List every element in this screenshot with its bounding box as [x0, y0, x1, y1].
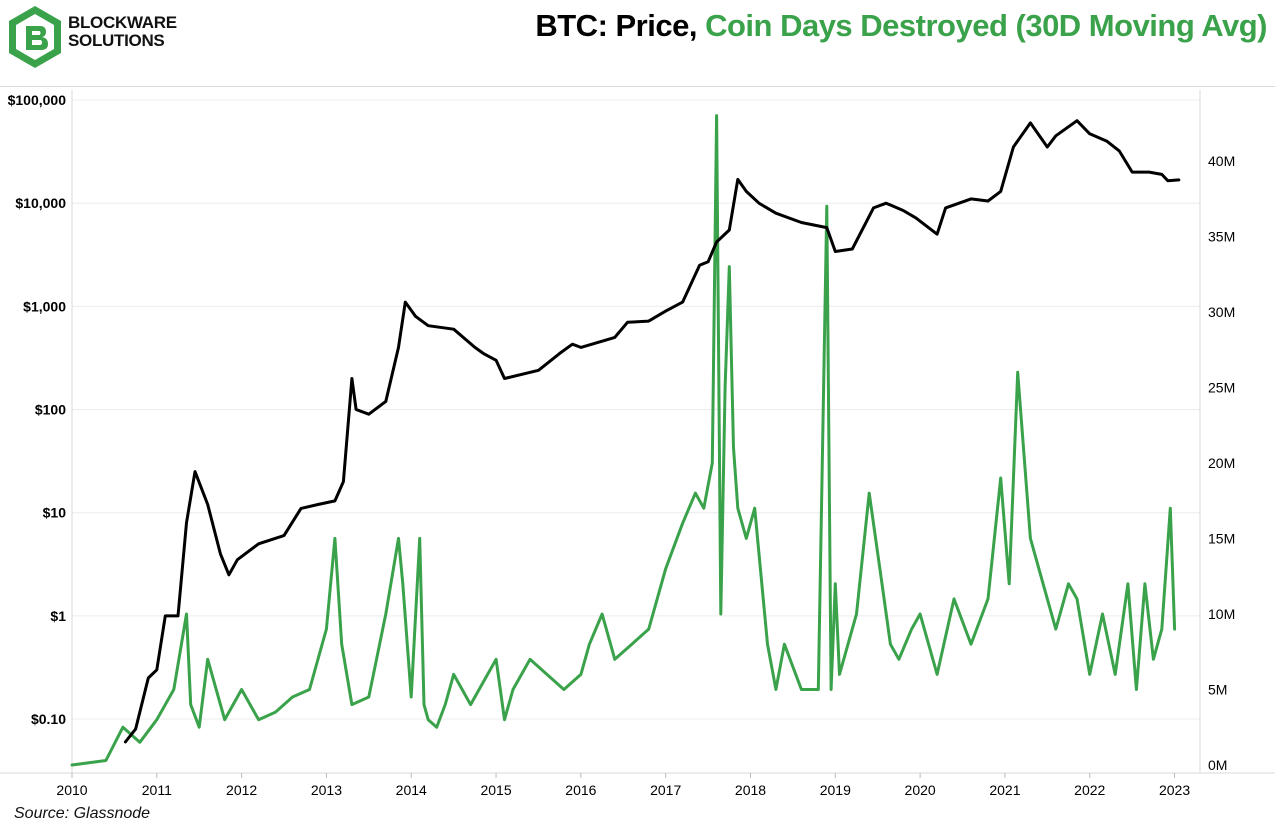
left-tick-label: $10	[43, 505, 67, 521]
series-layer	[70, 114, 1181, 767]
x-tick-label: 2017	[650, 782, 681, 798]
x-tick-label: 2022	[1074, 782, 1105, 798]
x-tick-label: 2010	[56, 782, 87, 798]
header: BLOCKWARE SOLUTIONS BTC: Price, Coin Day…	[0, 0, 1275, 87]
right-tick-label: 40M	[1208, 153, 1235, 169]
x-tick-label: 2019	[820, 782, 851, 798]
right-tick-label: 20M	[1208, 455, 1235, 471]
x-tick-label: 2023	[1159, 782, 1190, 798]
x-tick-label: 2021	[989, 782, 1020, 798]
source-note: Source: Glassnode	[14, 805, 151, 822]
x-tick-label: 2013	[311, 782, 342, 798]
right-tick-label: 35M	[1208, 228, 1235, 244]
x-tick-label: 2020	[905, 782, 936, 798]
left-tick-label: $1,000	[23, 298, 66, 314]
left-axis-ticks: $100,000 $10,000 $1,000 $100 $10 $1 $0.10	[8, 92, 67, 727]
right-tick-label: 0M	[1208, 757, 1227, 773]
left-tick-label: $100,000	[8, 92, 67, 108]
left-tick-label: $0.10	[31, 711, 66, 727]
axes	[0, 90, 1275, 774]
chart-title: BTC: Price, Coin Days Destroyed (30D Mov…	[535, 8, 1267, 44]
price-line	[123, 119, 1181, 744]
chart-title-price: BTC: Price,	[535, 8, 706, 43]
gridlines	[72, 99, 1200, 720]
x-tick-label: 2014	[396, 782, 427, 798]
right-tick-label: 30M	[1208, 304, 1235, 320]
x-tick-label: 2011	[142, 782, 172, 798]
x-tick-label: 2018	[735, 782, 766, 798]
brand-name-line2: SOLUTIONS	[68, 31, 165, 50]
x-tick-label: 2016	[565, 782, 596, 798]
right-tick-label: 25M	[1208, 379, 1235, 395]
right-tick-label: 10M	[1208, 606, 1235, 622]
x-axis-ticks: 2010 2011 2012 2013 2014 2015 2016 2017 2018 2019…	[56, 773, 1190, 798]
x-tick-label: 2012	[226, 782, 257, 798]
brand-name-line1: BLOCKWARE	[68, 13, 177, 32]
left-tick-label: $100	[35, 402, 66, 418]
left-tick-label: $10,000	[15, 195, 66, 211]
brand-name: BLOCKWARE SOLUTIONS	[68, 14, 177, 50]
right-axis-ticks: 40M 35M 30M 25M 20M 15M 10M 5M 0M	[1208, 153, 1235, 773]
right-tick-label: 15M	[1208, 530, 1235, 546]
blockware-logo-icon	[9, 6, 61, 68]
coin-days-destroyed-line	[70, 114, 1177, 767]
left-tick-label: $1	[50, 608, 66, 624]
x-tick-label: 2015	[480, 782, 511, 798]
chart-title-cdd: Coin Days Destroyed (30D Moving Avg)	[705, 8, 1267, 43]
right-tick-label: 5M	[1208, 681, 1227, 697]
